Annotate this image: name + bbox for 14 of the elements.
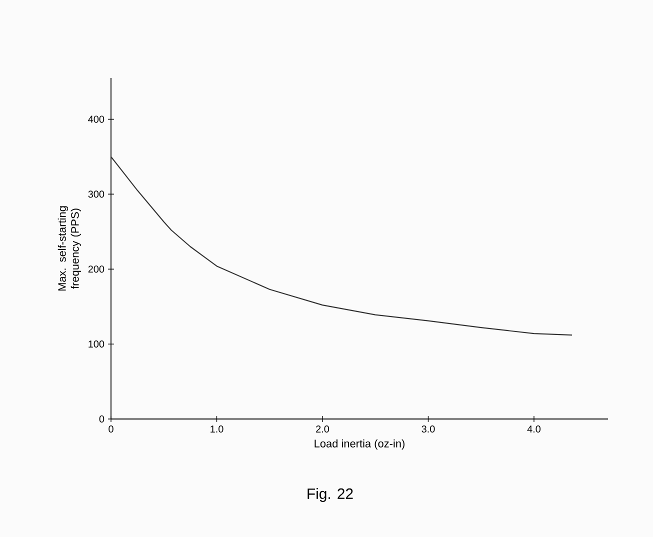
x-tick-label: 2.0 [316,426,330,433]
y-tick-label: 0 [99,415,104,423]
x-axis-title: Load inertia (oz-in) [314,439,404,450]
y-axis-title: Max. self-starting frequency (PPS) [58,206,82,291]
caption: Fig. 22 [308,488,353,502]
x-tick-label: 3.0 [422,426,435,433]
line-series [111,156,573,336]
y-tick-label: 100 [88,340,104,348]
y-tick-label: 400 [88,116,104,123]
x-tick-label: 1.0 [210,426,224,433]
x-tick-label: 0 [108,426,114,433]
x-tick-label: 4.0 [527,426,541,433]
y-tick-label: 200 [88,266,104,273]
y-tick-label: 300 [88,190,104,198]
